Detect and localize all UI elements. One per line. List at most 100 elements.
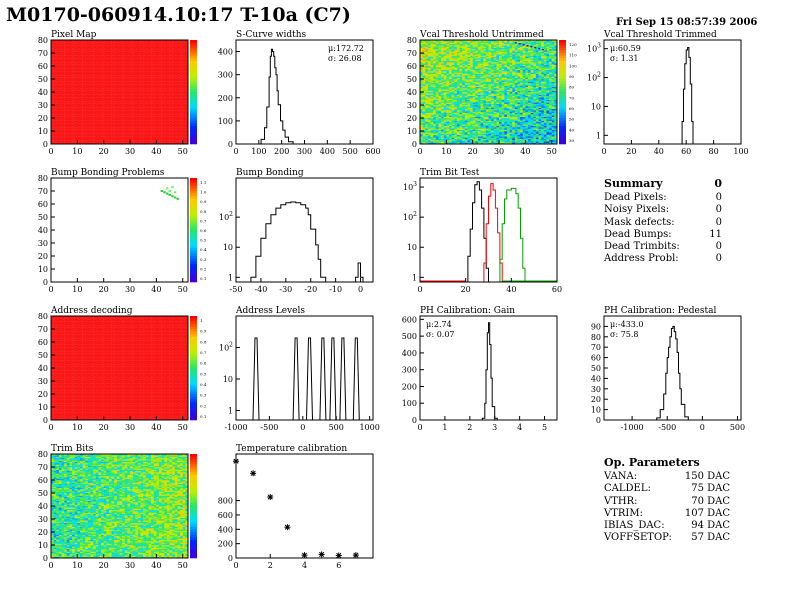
heatmap-cell xyxy=(116,55,120,58)
heatmap-cell xyxy=(122,119,125,121)
heatmap-cell xyxy=(140,64,144,67)
heatmap-cell xyxy=(93,102,96,104)
heatmap-cell xyxy=(135,53,139,55)
heatmap-cell xyxy=(166,66,170,68)
heatmap-cell xyxy=(156,64,160,67)
heatmap-cell xyxy=(85,54,89,56)
heatmap-cell xyxy=(185,133,189,136)
heatmap-cell xyxy=(95,43,99,46)
heatmap-cell xyxy=(135,140,139,142)
heatmap-cell xyxy=(69,95,73,98)
heatmap-cell xyxy=(108,133,112,136)
heatmap-cell xyxy=(66,134,70,137)
heatmap-cell xyxy=(164,67,168,69)
heatmap-cells xyxy=(51,40,189,145)
heatmap-cell xyxy=(61,93,65,95)
heatmap-cell xyxy=(477,142,481,145)
heatmap-cell xyxy=(51,71,54,73)
heatmap-cell xyxy=(166,45,170,47)
heatmap-cell xyxy=(177,115,181,117)
heatmap-cell xyxy=(103,114,107,116)
heatmap-cell xyxy=(185,142,189,145)
heatmap-cell xyxy=(180,118,183,120)
heatmap-cell xyxy=(119,120,123,123)
heatmap-cell xyxy=(90,133,94,136)
heatmap-cell xyxy=(185,66,189,68)
heatmap-cell xyxy=(82,133,86,136)
heatmap-cell xyxy=(151,49,154,51)
heatmap-cell xyxy=(61,49,65,51)
heatmap-cell xyxy=(464,133,468,136)
heatmap-cell xyxy=(166,43,170,46)
heatmap-cell xyxy=(153,103,157,106)
heatmap-cell xyxy=(477,129,481,132)
heatmap-cell xyxy=(172,76,176,78)
heatmap-cell xyxy=(166,136,170,138)
heatmap-cell xyxy=(156,98,160,100)
heatmap-cell xyxy=(541,131,545,133)
heatmap-cell xyxy=(551,138,555,141)
heatmap-cell xyxy=(64,73,67,76)
heatmap-cell xyxy=(148,108,152,111)
heatmap-cell xyxy=(124,99,128,102)
heatmap-cell xyxy=(98,56,102,59)
heatmap-cell xyxy=(127,97,131,99)
heatmap-cell xyxy=(108,51,112,54)
heatmap-cell xyxy=(116,98,120,100)
heatmap-cell xyxy=(491,127,494,129)
heatmap-cell xyxy=(61,132,65,134)
heatmap-cell xyxy=(103,77,107,80)
heatmap-cell xyxy=(166,62,170,64)
heatmap-cell xyxy=(143,110,147,112)
heatmap-cell xyxy=(541,141,545,143)
heatmap-cell xyxy=(512,137,516,139)
heatmap-cell xyxy=(108,77,112,80)
heatmap-cell xyxy=(554,127,558,129)
heatmap-cell xyxy=(140,102,144,104)
heatmap-cell xyxy=(95,80,99,82)
heatmap-cell xyxy=(108,53,112,55)
heatmap-cell xyxy=(53,58,57,60)
heatmap-cell xyxy=(93,123,96,125)
heatmap-cell xyxy=(79,137,83,139)
heatmap-cell xyxy=(116,102,120,104)
heatmap-cell xyxy=(116,115,120,117)
heatmap-cell xyxy=(161,124,165,126)
heatmap-cell xyxy=(74,114,78,116)
heatmap-cell xyxy=(441,132,444,134)
heatmap-cell xyxy=(103,46,107,48)
heatmap-cell xyxy=(90,62,94,64)
heatmap-cell xyxy=(114,68,118,71)
heatmap-cell xyxy=(122,50,125,52)
heatmap-cell xyxy=(127,134,131,137)
heatmap-cell xyxy=(143,72,147,74)
heatmap-cell xyxy=(145,111,149,113)
heatmap-cell xyxy=(166,50,170,52)
heatmap-cell xyxy=(103,40,107,42)
heatmap-cell xyxy=(95,108,99,111)
heatmap-cell xyxy=(111,120,115,123)
heatmap-cell xyxy=(64,76,67,78)
heatmap-cell xyxy=(58,101,62,103)
heatmap-cell xyxy=(177,62,181,64)
heatmap-cell xyxy=(554,134,558,137)
heatmap-cell xyxy=(135,112,139,115)
heatmap-cell xyxy=(180,137,183,139)
heatmap-cell xyxy=(51,128,54,130)
heatmap-cell xyxy=(79,118,83,120)
heatmap-cell xyxy=(177,53,181,55)
heatmap-cell xyxy=(446,136,450,138)
heatmap-cell xyxy=(90,106,94,108)
heatmap-cell xyxy=(159,106,162,108)
heatmap-cell xyxy=(111,58,115,60)
heatmap-cell xyxy=(435,128,439,130)
heatmap-cell xyxy=(132,142,136,145)
heatmap-cell xyxy=(174,107,178,110)
heatmap-cell xyxy=(64,45,67,47)
heatmap-cell xyxy=(95,127,99,129)
heatmap-cell xyxy=(101,66,104,68)
heatmap-cell xyxy=(119,80,123,82)
heatmap-cell xyxy=(53,42,57,45)
heatmap-cell xyxy=(443,137,447,139)
heatmap-cell xyxy=(127,123,131,125)
